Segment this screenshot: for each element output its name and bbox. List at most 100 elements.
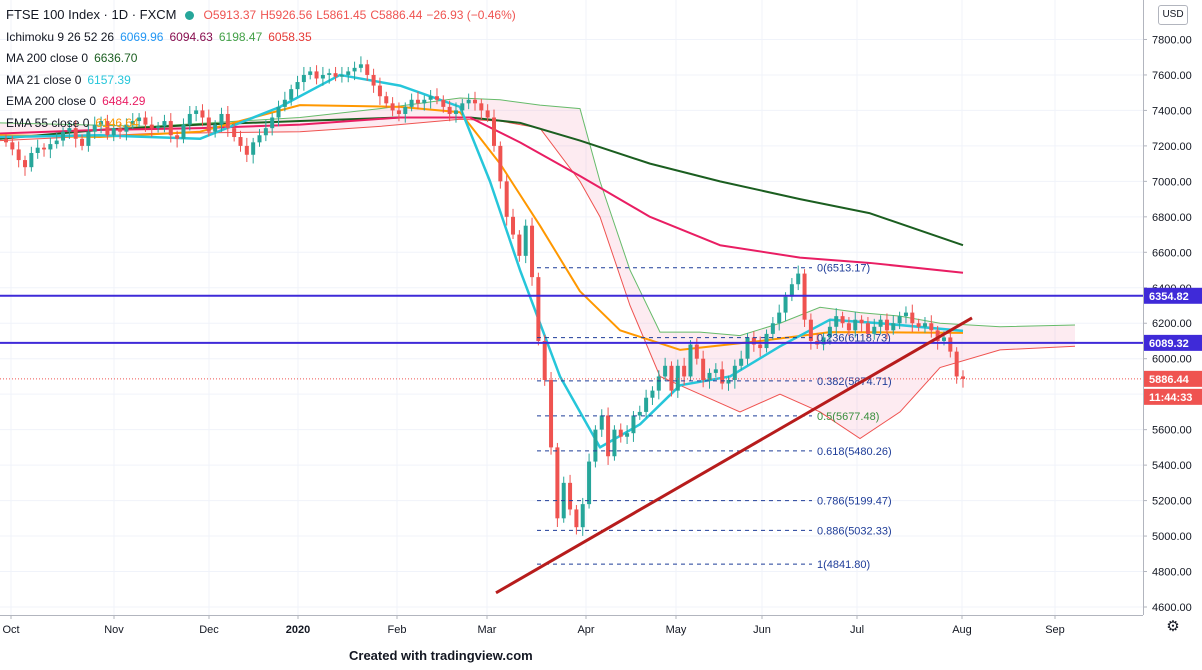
candle — [827, 320, 832, 345]
candle — [511, 208, 516, 239]
candle-body — [472, 99, 477, 104]
legend-indicator-row[interactable]: Ichimoku 9 26 52 26 6069.96 6094.63 6198.47… — [6, 27, 520, 49]
candle-body — [149, 124, 154, 129]
candle-body — [549, 379, 554, 448]
candle-body — [663, 365, 668, 377]
candle-body — [35, 147, 40, 153]
candle-body — [720, 369, 725, 384]
close-value: C5886.44 — [370, 8, 423, 22]
legend-indicator-row[interactable]: EMA 200 close 0 6484.29 — [6, 91, 520, 113]
candle-body — [637, 411, 642, 416]
candle — [149, 116, 154, 137]
candle-body — [935, 330, 940, 341]
candle-body — [479, 103, 484, 111]
currency-button[interactable]: USD — [1158, 5, 1188, 25]
candle-body — [42, 147, 47, 150]
candle-body — [282, 99, 287, 107]
candle-body — [48, 144, 53, 150]
candle-body — [409, 99, 414, 107]
candle — [390, 97, 395, 117]
candle — [492, 109, 497, 152]
candle — [821, 332, 826, 351]
candle-body — [4, 138, 8, 143]
y-tick-label: 7000.00 — [1152, 176, 1192, 188]
candle — [289, 84, 294, 106]
x-tick-label: Feb — [388, 624, 407, 636]
fib-label: 0.5(5677.48) — [817, 411, 879, 423]
candle — [434, 88, 439, 105]
candle — [54, 132, 59, 149]
legend-indicator-row[interactable]: MA 21 close 0 6157.39 — [6, 70, 520, 92]
y-tick-label: 6200.00 — [1152, 318, 1192, 330]
candle — [67, 121, 72, 139]
y-tick-label: 5000.00 — [1152, 531, 1192, 543]
indicator-label: MA 21 close 0 — [6, 72, 82, 87]
candle-body — [530, 225, 535, 278]
candle-body — [175, 135, 180, 139]
footer-credit: Created with tradingview.com — [349, 648, 533, 663]
candle — [834, 308, 839, 336]
candle — [853, 311, 858, 338]
candle-body — [346, 71, 351, 75]
candle-body — [428, 96, 433, 100]
candle-body — [371, 74, 376, 86]
y-tick-label: 7200.00 — [1152, 141, 1192, 153]
candle-body — [232, 128, 237, 138]
level-price-label: 6354.82 — [1149, 291, 1189, 303]
candle — [327, 68, 332, 84]
candle — [213, 120, 218, 138]
candle — [244, 137, 249, 163]
candle — [232, 123, 237, 142]
y-tick-label: 7800.00 — [1152, 34, 1192, 46]
candle-body — [270, 117, 275, 129]
candle-body — [390, 103, 395, 111]
y-tick-label: 4800.00 — [1152, 567, 1192, 579]
candle — [371, 68, 376, 93]
candle — [910, 304, 915, 332]
last-price-tag — [1144, 370, 1202, 387]
candle-body — [948, 337, 953, 352]
candle-body — [16, 149, 21, 161]
candle-body — [891, 323, 896, 331]
candle-body — [441, 99, 446, 107]
settings-gear-icon[interactable]: ⚙ — [1166, 618, 1180, 635]
candle — [460, 98, 465, 115]
candle — [130, 113, 135, 130]
countdown-tag — [1144, 388, 1202, 405]
candle — [783, 292, 788, 322]
candle-body — [745, 337, 750, 359]
candle-body — [352, 67, 357, 72]
ma-line-ema-200 — [0, 116, 964, 274]
symbol-title[interactable]: FTSE 100 Index · 1D · FXCM — [6, 7, 177, 22]
candle — [796, 265, 801, 291]
candle-body — [916, 323, 921, 327]
candle — [225, 105, 230, 137]
candle — [479, 98, 484, 120]
candle-body — [219, 113, 224, 125]
drawings[interactable]: 0(6513.17) 0.236(6118.73) 0.382(5874.71) 0.… — [0, 263, 1143, 595]
candle — [504, 175, 509, 226]
candle-body — [162, 121, 167, 127]
candle-body — [54, 140, 59, 145]
candle — [308, 66, 313, 80]
candle — [352, 61, 357, 81]
legend-indicator-row[interactable]: MA 200 close 0 6636.70 — [6, 48, 520, 70]
candle-body — [929, 323, 934, 331]
candle-body — [403, 106, 408, 114]
y-tick-label: 7400.00 — [1152, 105, 1192, 117]
legend-indicator-row[interactable]: EMA 55 close 0 6146.64 — [6, 113, 520, 135]
candle — [301, 66, 306, 91]
candle-body — [187, 113, 192, 125]
candle — [339, 66, 344, 83]
candle — [29, 146, 34, 172]
candle — [263, 120, 268, 142]
candle-body — [156, 126, 161, 129]
candle — [663, 357, 668, 381]
candle — [789, 278, 794, 302]
candle — [916, 318, 921, 332]
candle-body — [422, 99, 427, 104]
candle-body — [92, 124, 97, 132]
candle — [536, 272, 541, 346]
